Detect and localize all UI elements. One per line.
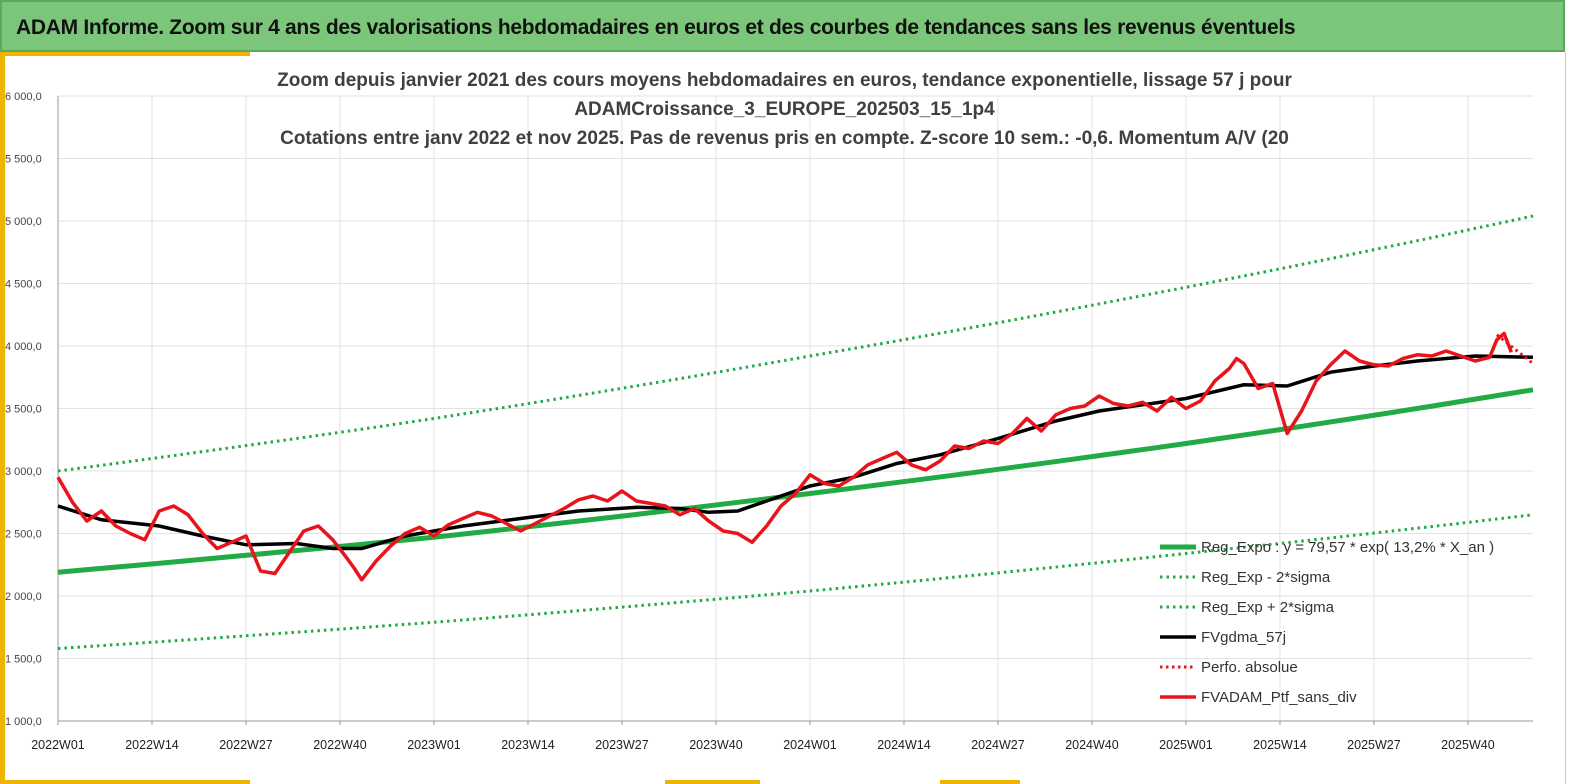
series-group [56, 214, 1534, 650]
grid [57, 95, 1533, 725]
x-tick-label: 2023W27 [595, 738, 649, 752]
y-tick-label: 1 000,0 [5, 716, 42, 728]
legend-label-5: FVADAM_Ptf_sans_div [1201, 689, 1357, 706]
chart-title-line-2: ADAMCroissance_3_EUROPE_202503_15_1p4 [574, 99, 995, 120]
y-tick-label: 3 500,0 [5, 404, 42, 416]
legend: Reg_Expo : y = 79,57 * exp( 13,2% * X_an… [1160, 539, 1494, 706]
y-tick-label: 3 000,0 [5, 466, 42, 478]
x-tick-label: 2025W27 [1347, 738, 1401, 752]
legend-label-3: FVgdma_57j [1201, 629, 1286, 646]
x-axis-ticks: 2022W01 2022W14 2022W27 2022W40 2023W01 2023W… [31, 738, 1494, 752]
frame-right-border [1565, 52, 1566, 784]
x-tick-label: 2025W01 [1159, 738, 1213, 752]
x-tick-label: 2022W01 [31, 738, 85, 752]
x-tick-label: 2024W14 [877, 738, 931, 752]
legend-label-4: Perfo. absolue [1201, 659, 1298, 676]
y-axis-ticks: 1 000,0 1 500,0 2 000,0 2 500,0 3 000,0 3 500… [5, 91, 42, 728]
x-tick-label: 2024W01 [783, 738, 837, 752]
y-tick-label: 4 000,0 [5, 341, 42, 353]
series-line-0 [57, 387, 1534, 575]
header-title: ADAM Informe. Zoom sur 4 ans des valoris… [16, 16, 1296, 39]
y-tick-label: 1 500,0 [5, 654, 42, 666]
x-tick-label: 2023W14 [501, 738, 555, 752]
legend-label-1: Reg_Exp - 2*sigma [1201, 569, 1331, 586]
legend-label-2: Reg_Exp + 2*sigma [1201, 599, 1335, 616]
y-tick-label: 5 000,0 [5, 216, 42, 228]
x-tick-label: 2022W40 [313, 738, 367, 752]
x-tick-label: 2022W27 [219, 738, 273, 752]
x-tick-label: 2024W27 [971, 738, 1025, 752]
y-tick-label: 6 000,0 [5, 91, 42, 103]
y-tick-label: 5 500,0 [5, 154, 42, 166]
legend-label-0: Reg_Expo : y = 79,57 * exp( 13,2% * X_an… [1201, 539, 1494, 556]
y-tick-label: 4 500,0 [5, 279, 42, 291]
frame-accent-bottom-2 [665, 780, 760, 784]
y-tick-label: 2 000,0 [5, 591, 42, 603]
series-line-3 [57, 354, 1534, 551]
chart-title-line-3: Cotations entre janv 2022 et nov 2025. P… [280, 128, 1289, 149]
frame-accent-bottom [0, 780, 250, 784]
x-tick-label: 2023W40 [689, 738, 743, 752]
series-line-1 [57, 513, 1534, 650]
header-bar: ADAM Informe. Zoom sur 4 ans des valoris… [0, 0, 1565, 52]
series-line-5 [56, 331, 1513, 582]
frame-accent-top [0, 52, 250, 56]
x-tick-label: 2023W01 [407, 738, 461, 752]
x-tick-label: 2025W40 [1441, 738, 1495, 752]
x-tick-label: 2025W14 [1253, 738, 1307, 752]
frame-accent-bottom-3 [940, 780, 1020, 784]
x-tick-label: 2022W14 [125, 738, 179, 752]
x-tick-label: 2024W40 [1065, 738, 1119, 752]
series-line-2 [57, 214, 1534, 473]
series-line-4 [1495, 333, 1534, 365]
y-tick-label: 2 500,0 [5, 529, 42, 541]
frame-accent-left [0, 52, 5, 784]
chart-title-line-1: Zoom depuis janvier 2021 des cours moyen… [277, 70, 1292, 91]
